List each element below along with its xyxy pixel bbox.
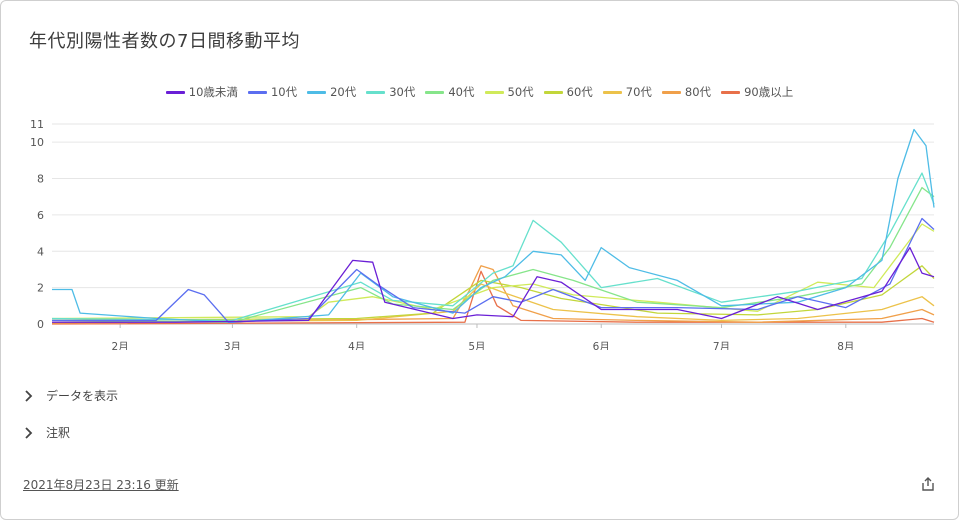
chart-legend: 10歳未満 10代 20代 30代 40代 50代 60代 70代 80代 90歳以上 (0, 84, 959, 100)
series-line (52, 246, 935, 323)
legend-label: 30代 (389, 85, 416, 99)
line-chart: 0 2 4 6 8 10 11 2月 3月 4月 5月 6月 7月 8月 (30, 118, 935, 350)
updated-timestamp[interactable]: 2021年8月23日 23:16 更新 (23, 478, 179, 492)
x-tick-label: 5月 (468, 341, 485, 350)
legend-swatch (661, 90, 681, 94)
chevron-right-icon (25, 389, 33, 402)
legend-swatch (543, 90, 563, 94)
y-tick-label: 2 (37, 282, 44, 295)
legend-label: 40代 (448, 85, 475, 99)
legend-swatch (721, 90, 741, 94)
show-data-toggle[interactable]: データを表示 (24, 387, 118, 404)
legend-label: 50代 (507, 85, 534, 99)
x-tick-label: 7月 (713, 341, 730, 350)
show-data-label: データを表示 (46, 389, 119, 403)
legend-label: 90歳以上 (744, 85, 794, 99)
legend-swatch (366, 90, 386, 94)
legend-label: 80代 (684, 85, 712, 99)
x-tick-label: 6月 (593, 341, 610, 350)
series-line (51, 265, 935, 324)
legend-item[interactable]: 60代 (543, 84, 593, 100)
share-icon[interactable] (920, 476, 936, 492)
legend-item[interactable]: 70代 (602, 84, 652, 100)
x-tick-label: 2月 (112, 341, 129, 350)
legend-label: 60代 (566, 85, 593, 99)
series-line (51, 186, 935, 323)
legend-swatch (484, 90, 504, 94)
legend-label: 20代 (330, 85, 357, 99)
legend-item[interactable]: 40代 (425, 84, 475, 100)
legend-swatch (307, 90, 327, 94)
y-tick-label: 11 (30, 118, 44, 131)
chevron-right-icon (25, 426, 33, 439)
legend-swatch (602, 90, 622, 94)
x-tick-label: 8月 (837, 341, 854, 350)
legend-item[interactable]: 50代 (484, 84, 534, 100)
notes-toggle[interactable]: 注釈 (24, 424, 70, 441)
legend-item[interactable]: 10代 (247, 84, 298, 100)
series-line (51, 265, 935, 322)
series-line (52, 217, 935, 323)
legend-item[interactable]: 20代 (307, 84, 356, 100)
legend-label: 70代 (625, 85, 652, 99)
legend-swatch (165, 90, 185, 94)
legend-swatch (425, 90, 445, 94)
legend-item[interactable]: 30代 (366, 84, 415, 100)
notes-label: 注釈 (46, 426, 71, 440)
legend-item[interactable]: 90歳以上 (721, 84, 793, 100)
series-line (51, 283, 935, 323)
legend-label: 10代 (270, 85, 298, 99)
legend-label: 10歳未満 (188, 85, 238, 99)
legend-item[interactable]: 80代 (661, 84, 712, 100)
y-tick-label: 6 (37, 209, 44, 222)
chart-title: 年代別陽性者数の7日間移動平均 (29, 31, 300, 52)
y-tick-label: 10 (30, 136, 44, 149)
x-tick-label: 4月 (348, 341, 365, 350)
y-tick-label: 0 (37, 318, 44, 331)
legend-swatch (247, 90, 267, 94)
x-tick-label: 3月 (224, 341, 241, 350)
y-tick-label: 8 (37, 173, 44, 186)
series-line (51, 270, 935, 325)
legend-item[interactable]: 10歳未満 (165, 84, 238, 100)
y-tick-label: 4 (37, 245, 44, 258)
